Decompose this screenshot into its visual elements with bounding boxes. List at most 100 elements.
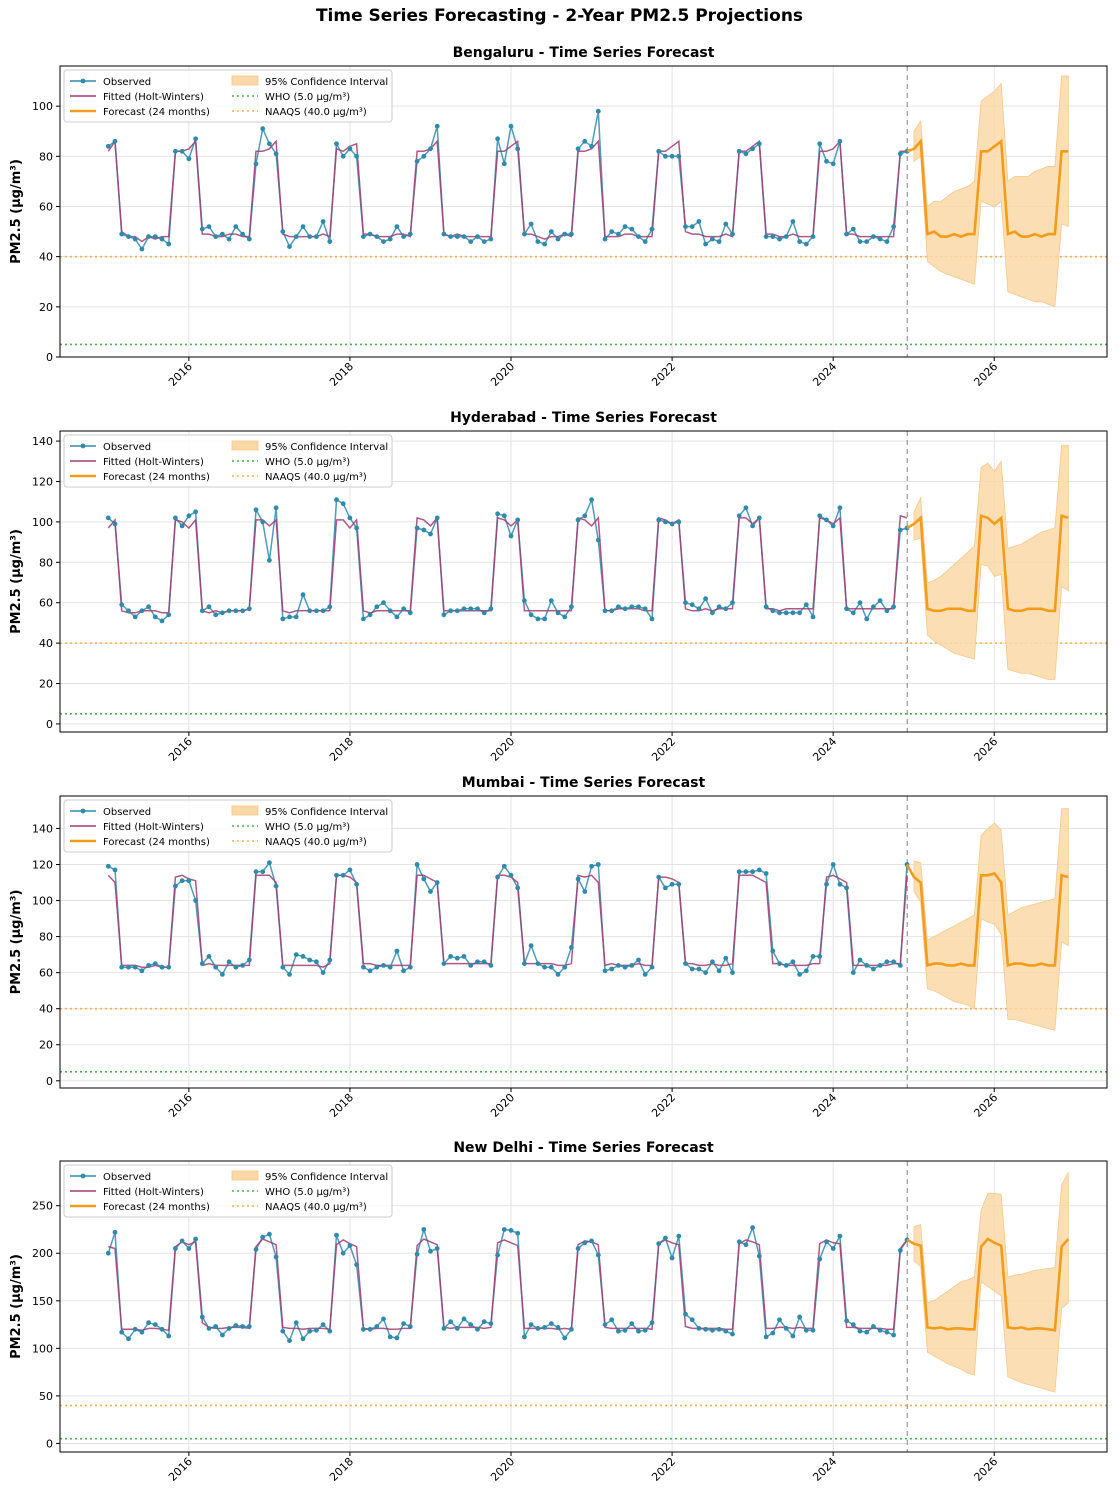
- observed-point: [810, 234, 816, 240]
- observed-point: [703, 1326, 708, 1332]
- y-tick-label: 100: [32, 1342, 53, 1355]
- observed-point: [837, 1233, 843, 1239]
- observed-point: [756, 867, 762, 873]
- observed-point: [307, 234, 313, 240]
- y-tick-label: 50: [39, 1390, 53, 1403]
- plot-area: [60, 431, 1107, 732]
- legend-label: Observed: [103, 1172, 151, 1183]
- observed-point: [468, 1322, 474, 1327]
- observed-point: [495, 136, 500, 142]
- observed-point: [595, 1252, 601, 1258]
- observed-point: [448, 608, 453, 614]
- observed-point: [475, 1326, 480, 1332]
- observed-point: [522, 1334, 527, 1340]
- observed-point: [159, 618, 165, 624]
- observed-point: [273, 151, 279, 157]
- legend-box: [63, 1164, 393, 1218]
- observed-point: [273, 1254, 279, 1260]
- observed-point: [179, 148, 185, 154]
- axes-frame: [59, 1160, 1108, 1453]
- chart-panel-2: Hyderabad - Time Series Forecast 0 20 40 60 8…: [9, 410, 1108, 764]
- observed-point: [253, 507, 259, 513]
- x-tick-label: 2016: [166, 1091, 195, 1120]
- forecast-series: [906, 138, 1069, 238]
- observed-point: [434, 515, 440, 521]
- observed-point: [327, 957, 333, 963]
- observed-point: [884, 1329, 890, 1335]
- legend-label: NAAQS (40.0 µg/m³): [265, 837, 367, 848]
- observed-point: [736, 1239, 742, 1245]
- observed-point: [320, 608, 326, 614]
- observed-point: [267, 141, 272, 147]
- legend-item: WHO (5.0 µg/m³): [232, 822, 350, 833]
- observed-point: [347, 1243, 353, 1248]
- observed-point: [173, 1246, 178, 1251]
- observed-point: [535, 616, 541, 622]
- observed-point: [750, 523, 755, 529]
- observed-point: [152, 614, 158, 620]
- observed-point: [152, 234, 158, 240]
- observed-point: [401, 234, 406, 240]
- x-axis: 2016 2018 2020 2022 2024 2026: [166, 357, 1000, 389]
- observed-point: [703, 596, 708, 602]
- legend-item: Fitted (Holt-Winters): [70, 822, 204, 833]
- y-tick-label: 100: [32, 100, 53, 113]
- plot-area: [60, 66, 1107, 357]
- observed-point: [689, 1317, 695, 1323]
- observed-point: [642, 972, 648, 977]
- observed-point: [616, 963, 621, 968]
- observed-point: [394, 1335, 400, 1341]
- observed-point: [354, 153, 359, 159]
- observed-point: [461, 234, 467, 240]
- observed-point: [193, 509, 199, 515]
- observed-point: [468, 963, 474, 968]
- observed-point: [307, 957, 313, 963]
- observed-point: [199, 226, 205, 232]
- legend-label: Fitted (Holt-Winters): [103, 457, 204, 468]
- observed-point: [461, 954, 467, 959]
- observed-point: [226, 608, 232, 614]
- observed-point: [240, 963, 246, 968]
- observed-point: [461, 1316, 467, 1322]
- observed-point: [179, 523, 185, 529]
- observed-point: [367, 1326, 373, 1332]
- observed-point: [287, 972, 292, 977]
- y-tick-label: 60: [39, 597, 53, 610]
- observed-point: [387, 608, 393, 614]
- observed-point: [850, 970, 856, 975]
- observed-point: [146, 963, 152, 968]
- observed-point: [226, 959, 232, 965]
- observed-point: [736, 148, 742, 154]
- observed-point: [454, 608, 460, 614]
- y-axis-label: PM2.5 (µg/m³): [9, 890, 24, 995]
- observed-point: [166, 1333, 172, 1339]
- observed-point: [361, 1326, 366, 1332]
- axes-frame: [59, 795, 1108, 1089]
- observed-point: [716, 239, 722, 245]
- observed-point: [891, 604, 896, 610]
- observed-point: [260, 126, 266, 132]
- x-tick-label: 2022: [649, 735, 678, 764]
- x-tick-label: 2026: [971, 1455, 1000, 1484]
- observed-point: [857, 239, 863, 245]
- observed-point: [253, 161, 259, 167]
- observed-point: [743, 151, 749, 157]
- observed-point: [354, 881, 359, 887]
- observed-point: [307, 1328, 313, 1334]
- observed-point: [347, 515, 353, 521]
- observed-point: [327, 1328, 333, 1334]
- observed-point: [220, 610, 225, 616]
- observed-point: [528, 1322, 534, 1327]
- observed-point: [126, 608, 131, 614]
- legend-item: Fitted (Holt-Winters): [70, 92, 204, 103]
- observed-point: [522, 598, 527, 604]
- observed-point: [293, 614, 299, 620]
- observed-point: [119, 964, 125, 970]
- observed-point: [354, 525, 359, 531]
- observed-point: [152, 961, 158, 966]
- y-tick-label: 80: [39, 150, 53, 163]
- observed-point: [743, 1242, 749, 1248]
- observed-point: [407, 1324, 413, 1329]
- legend: Observed Fitted (Holt-Winters) Forecast (2…: [63, 799, 393, 853]
- x-tick-label: 2026: [971, 360, 1000, 389]
